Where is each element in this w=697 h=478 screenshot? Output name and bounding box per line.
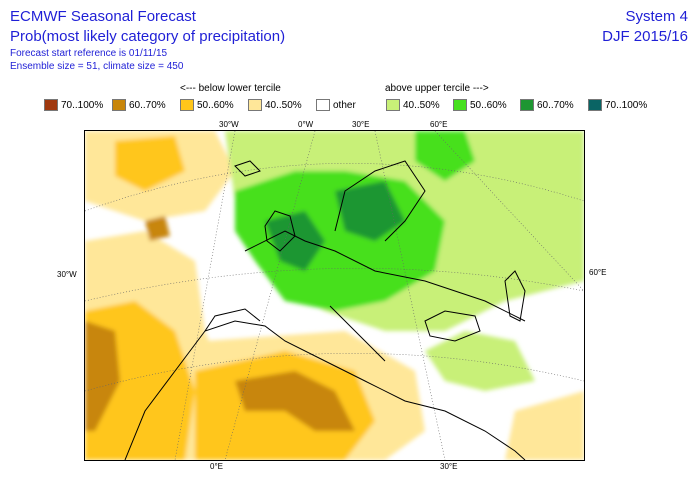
grid-label-top-60e: 60°E	[430, 120, 448, 129]
coast-iberia	[204, 308, 261, 332]
legend-item: 70..100%	[44, 98, 103, 112]
coast-caspian	[504, 270, 526, 322]
coast-uk	[264, 210, 296, 252]
legend-item: other	[316, 98, 356, 112]
legend-swatch	[180, 99, 194, 111]
legend-swatch	[520, 99, 534, 111]
coast-africa	[124, 320, 526, 460]
above-60-70-region-uk	[265, 211, 325, 271]
grid-label-bottom-30e: 30°E	[440, 462, 458, 471]
ensemble-size: Ensemble size = 51, climate size = 450	[10, 61, 184, 72]
parallel-60n	[85, 163, 584, 212]
below-60-70-region-west	[85, 321, 120, 431]
below-50-60-region-north	[115, 136, 185, 191]
legend-swatch	[44, 99, 58, 111]
map-canvas	[85, 131, 584, 460]
legend-label: 50..60%	[197, 99, 234, 111]
grid-label-bottom-0e: 0°E	[210, 462, 223, 471]
forecast-reference: Forecast start reference is 01/11/15	[10, 48, 168, 59]
below-tercile-label: <--- below lower tercile	[180, 83, 281, 94]
legend-swatch	[453, 99, 467, 111]
legend-swatch	[248, 99, 262, 111]
system-label: System 4	[625, 8, 688, 25]
legend-swatch	[588, 99, 602, 111]
color-legend: 70..100% 60..70% 50..60% 40..50% other 40..50…	[0, 98, 697, 114]
grid-label-left-30w: 30°W	[57, 270, 77, 279]
grid-label-top-30w: 30°W	[219, 120, 239, 129]
coast-europe	[244, 230, 526, 322]
legend-label: 70..100%	[605, 99, 648, 111]
legend-item: 50..60%	[180, 98, 234, 112]
legend-item: 60..70%	[520, 98, 574, 112]
legend-label: 60..70%	[129, 99, 166, 111]
legend-label: 40..50%	[265, 99, 302, 111]
legend-item: 40..50%	[386, 98, 440, 112]
above-60-70-region-scandinavia	[335, 181, 405, 241]
legend-label: 70..100%	[61, 99, 104, 111]
chart-title: ECMWF Seasonal Forecast	[10, 8, 196, 25]
probability-shading	[85, 131, 584, 460]
season-label: DJF 2015/16	[602, 28, 688, 45]
legend-label: 50..60%	[470, 99, 507, 111]
below-40-50-region-east	[505, 391, 584, 460]
legend-item: 50..60%	[453, 98, 507, 112]
legend-swatch	[386, 99, 400, 111]
legend-item: 60..70%	[112, 98, 166, 112]
map-frame	[84, 130, 585, 461]
coastlines	[124, 160, 526, 460]
above-tercile-label: above upper tercile --->	[385, 83, 489, 94]
coast-iceland	[234, 160, 261, 177]
below-60-70-region-south	[235, 371, 355, 431]
legend-label: 40..50%	[403, 99, 440, 111]
parallel-45n	[85, 268, 584, 302]
legend-item: 70..100%	[588, 98, 647, 112]
legend-swatch	[316, 99, 330, 111]
meridian-60e	[434, 131, 584, 292]
coast-italy	[329, 305, 386, 362]
meridian-30e	[374, 131, 446, 460]
chart-subtitle: Prob(most likely category of precipitati…	[10, 28, 286, 45]
legend-item: 40..50%	[248, 98, 302, 112]
below-60-70-region-ne	[145, 216, 170, 241]
above-40-50-region-balkan	[425, 331, 535, 391]
legend-label: 60..70%	[537, 99, 574, 111]
legend-label: other	[333, 99, 356, 111]
coast-scandinavia	[334, 160, 426, 242]
legend-swatch	[112, 99, 126, 111]
coast-black-sea	[424, 310, 481, 342]
grid-label-top-30e: 30°E	[352, 120, 370, 129]
grid-label-right-60e: 60°E	[589, 268, 607, 277]
graticule	[85, 131, 584, 460]
grid-label-top-0w: 0°W	[298, 120, 314, 129]
above-50-60-region-east	[415, 131, 475, 181]
